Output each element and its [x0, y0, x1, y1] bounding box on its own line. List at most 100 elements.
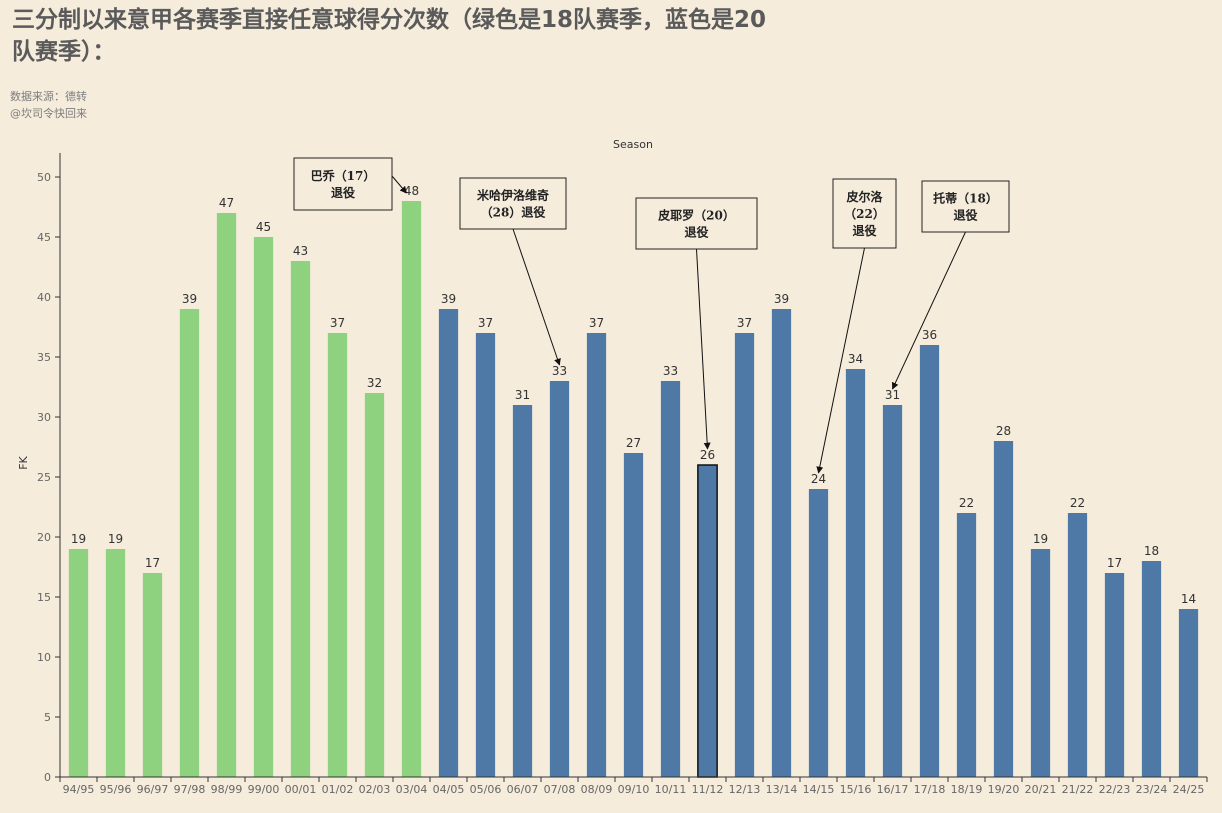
bar	[1141, 561, 1162, 777]
annotation-box	[635, 197, 758, 250]
x-tick-label: 22/23	[1099, 783, 1131, 796]
bar-value-label: 39	[441, 292, 456, 306]
bar-value-label: 43	[293, 244, 308, 258]
y-tick-label: 15	[37, 591, 51, 604]
x-tick-label: 18/19	[951, 783, 983, 796]
x-tick-label: 05/06	[470, 783, 502, 796]
source-note: 数据来源：德转 @坎司令快回来	[10, 88, 87, 122]
annotation-box	[832, 178, 897, 249]
x-tick-label: 00/01	[285, 783, 317, 796]
bar	[290, 261, 311, 777]
y-tick-label: 10	[37, 651, 51, 664]
x-tick-label: 15/16	[840, 783, 872, 796]
annotation-text: 退役	[852, 223, 876, 238]
bar-value-label: 19	[1033, 532, 1048, 546]
bar	[512, 405, 533, 777]
y-tick-label: 45	[37, 231, 51, 244]
annotation-text: 皮尔洛	[845, 189, 883, 204]
bar	[660, 381, 681, 777]
x-tick-label: 96/97	[137, 783, 169, 796]
bar-value-label: 22	[1070, 496, 1085, 510]
y-tick-label: 35	[37, 351, 51, 364]
y-tick-label: 25	[37, 471, 51, 484]
bar-value-label: 31	[885, 388, 900, 402]
bar-value-label: 31	[515, 388, 530, 402]
x-tick-label: 19/20	[988, 783, 1020, 796]
bar-value-label: 34	[848, 352, 863, 366]
x-tick-label: 21/22	[1062, 783, 1094, 796]
x-tick-label: 13/14	[766, 783, 798, 796]
bar	[808, 489, 829, 777]
y-tick-label: 50	[37, 171, 51, 184]
x-tick-label: 24/25	[1173, 783, 1205, 796]
annotation-box	[459, 177, 567, 230]
source-line: 数据来源：德转	[10, 90, 87, 103]
bar	[993, 441, 1014, 777]
bar	[771, 309, 792, 777]
x-tick-label: 06/07	[507, 783, 539, 796]
bar-value-label: 24	[811, 472, 826, 486]
annotation-arrow	[512, 228, 561, 366]
bars: 19 19 17 39 47 45 43 37 32 48 39 37 31 33 37 27 33 26 37 39…	[68, 184, 1199, 778]
bar	[586, 333, 607, 777]
bar-value-label: 47	[219, 196, 234, 210]
bar	[327, 333, 348, 777]
annotation-text: 托蒂（18）	[933, 191, 998, 206]
annotation-box	[921, 180, 1010, 233]
x-tick-label: 08/09	[581, 783, 613, 796]
bar-value-label: 48	[404, 184, 419, 198]
bar-value-label: 45	[256, 220, 271, 234]
bar	[68, 549, 89, 777]
annotation-text: 巴乔（17）	[311, 168, 376, 183]
bar	[697, 464, 718, 778]
x-tick-label: 14/15	[803, 783, 835, 796]
bar	[1178, 609, 1199, 777]
annotation-callout: 巴乔（17） 退役	[293, 157, 407, 211]
x-tick-label: 97/98	[174, 783, 206, 796]
bar-value-label: 17	[145, 556, 160, 570]
bar	[623, 453, 644, 777]
annotation-arrow	[891, 231, 966, 390]
x-tick-label: 07/08	[544, 783, 576, 796]
annotation-text: 退役	[684, 225, 708, 240]
y-axis-title: FK	[17, 455, 30, 469]
annotation-text: 米哈伊洛维奇	[477, 188, 549, 203]
bar-value-label: 19	[108, 532, 123, 546]
bar-value-label: 37	[589, 316, 604, 330]
bar	[253, 237, 274, 777]
y-tick-label: 40	[37, 291, 51, 304]
bar	[364, 393, 385, 777]
x-tick-label: 03/04	[396, 783, 428, 796]
author-line: @坎司令快回来	[10, 107, 87, 120]
x-tick-label: 16/17	[877, 783, 909, 796]
bar	[401, 201, 422, 777]
bar	[179, 309, 200, 777]
annotation-arrow	[816, 247, 865, 474]
annotation-callout: 托蒂（18） 退役	[891, 180, 1010, 390]
bar	[1067, 513, 1088, 777]
bar-value-label: 26	[700, 448, 715, 462]
bar-value-label: 37	[330, 316, 345, 330]
bar	[142, 573, 163, 777]
x-tick-label: 95/96	[100, 783, 132, 796]
bar-value-label: 36	[922, 328, 937, 342]
x-tick-label: 23/24	[1136, 783, 1168, 796]
x-tick-label: 20/21	[1025, 783, 1057, 796]
bar-value-label: 18	[1144, 544, 1159, 558]
y-axis: 0 5 10 15 20 25 30 35 40 45 50	[37, 153, 61, 784]
annotation-callout: 米哈伊洛维奇 （28）退役	[459, 177, 567, 366]
annotation-callout: 皮耶罗（20） 退役	[635, 197, 758, 450]
x-tick-label: 04/05	[433, 783, 465, 796]
bar-value-label: 17	[1107, 556, 1122, 570]
bar-value-label: 33	[552, 364, 567, 378]
x-tick-label: 11/12	[692, 783, 724, 796]
y-tick-label: 5	[44, 711, 51, 724]
annotation-callout: 皮尔洛 （22） 退役	[816, 178, 897, 474]
bar	[882, 405, 903, 777]
x-tick-label: 99/00	[248, 783, 280, 796]
y-tick-label: 20	[37, 531, 51, 544]
bar	[1104, 573, 1125, 777]
x-axis: 94/95 95/96 96/97 97/98 98/99 99/00 00/01 01/02…	[59, 776, 1208, 796]
chart-title: 三分制以来意甲各赛季直接任意球得分次数（绿色是18队赛季，蓝色是20队赛季）：	[12, 7, 767, 65]
